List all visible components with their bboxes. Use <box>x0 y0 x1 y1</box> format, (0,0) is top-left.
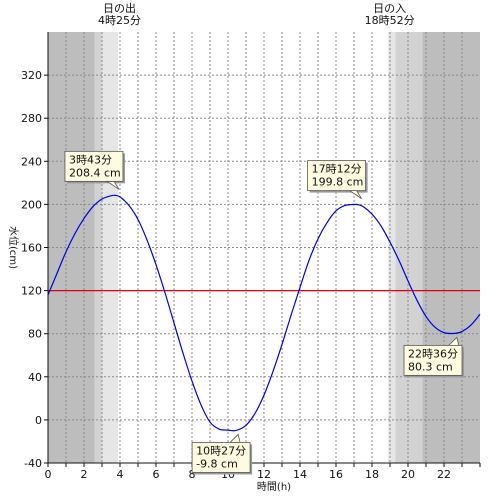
sunrise-time: 4時25分 <box>98 14 141 27</box>
callout-box <box>403 344 463 376</box>
callout-value: 80.3 cm <box>408 360 453 373</box>
x-tick-label: 14 <box>293 468 307 481</box>
sunrise-label: 日の出 <box>103 1 136 15</box>
shade-light-1 <box>388 32 396 463</box>
callout-value: 199.8 cm <box>312 176 364 189</box>
callout-pointer <box>229 433 241 443</box>
x-tick-label: 16 <box>329 468 343 481</box>
x-tick-label: 12 <box>257 468 271 481</box>
y-axis-title: 水位(cm) <box>7 226 20 269</box>
axes: 0 2 4 6 8 10 12 14 16 18 20 22-40040801201602002402… <box>21 32 481 481</box>
x-tick-label: 4 <box>117 468 124 481</box>
callout-time: 10時27分 <box>196 444 246 457</box>
y-tick-label: 120 <box>21 285 42 298</box>
sun-labels: 日の出 4時25分 日の入 18時52分 <box>98 1 415 27</box>
daylight-shading <box>48 32 480 463</box>
callout-time: 22時36分 <box>408 347 458 360</box>
x-tick-label: 6 <box>153 468 160 481</box>
x-tick-label: 0 <box>45 468 52 481</box>
y-tick-label: 240 <box>21 155 42 168</box>
shade-dark-0 <box>48 32 95 463</box>
shade-light-0 <box>102 32 119 463</box>
y-tick-label: 280 <box>21 112 42 125</box>
y-tick-label: 200 <box>21 198 42 211</box>
x-axis-title: 時間(h) <box>257 481 291 493</box>
y-tick-label: 40 <box>28 371 42 384</box>
y-tick-label: 0 <box>35 414 42 427</box>
y-tick-label: -40 <box>24 457 42 470</box>
x-tick-label: 18 <box>365 468 379 481</box>
callout-box <box>191 442 251 473</box>
shade-medium-0 <box>94 32 102 463</box>
callout-box <box>307 160 367 192</box>
sunset-label: 日の入 <box>373 2 406 15</box>
x-tick-label: 22 <box>437 468 451 481</box>
callout-time: 3時43分 <box>69 153 112 166</box>
series-layer <box>47 194 481 432</box>
callout-box <box>64 150 124 182</box>
tide-series-line <box>47 194 481 432</box>
y-tick-label: 320 <box>21 69 42 82</box>
y-tick-label: 160 <box>21 242 42 255</box>
annotation-callout: 10時27分-9.8 cm <box>191 433 253 475</box>
callout-value: -9.8 cm <box>196 457 238 470</box>
callout-value: 208.4 cm <box>69 166 121 179</box>
x-tick-label: 20 <box>401 468 415 481</box>
x-tick-label: 2 <box>81 468 88 481</box>
callout-time: 17時12分 <box>312 163 362 176</box>
x-tick-label: 8 <box>189 468 196 481</box>
shade-dark-1 <box>422 32 480 463</box>
y-tick-label: 80 <box>28 328 42 341</box>
sunset-time: 18時52分 <box>365 14 415 27</box>
